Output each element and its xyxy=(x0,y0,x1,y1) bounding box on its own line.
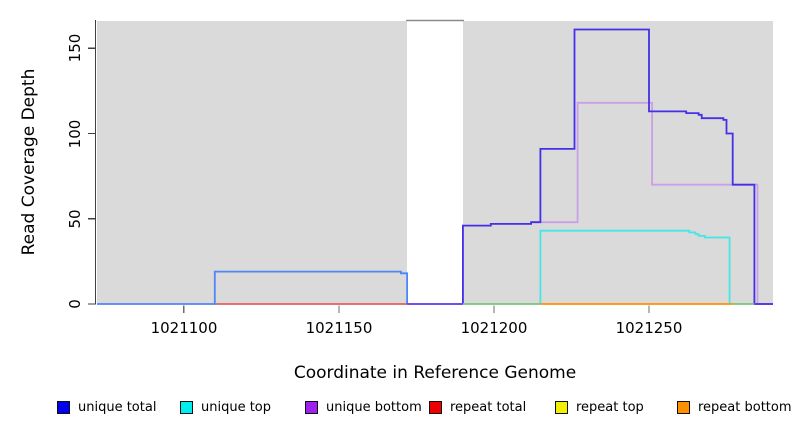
legend-swatch-unique-bottom xyxy=(305,401,318,414)
x-tick-label: 1021150 xyxy=(305,319,373,337)
legend-label: unique bottom xyxy=(326,400,422,415)
legend-swatch-repeat-bottom xyxy=(677,401,690,414)
legend-item: repeat bottom xyxy=(677,400,792,415)
legend-item: repeat total xyxy=(429,400,526,415)
repeat-region-band xyxy=(407,20,463,304)
series-unique-top xyxy=(539,229,731,304)
legend-item: unique top xyxy=(180,400,271,415)
y-tick-label: 150 xyxy=(66,33,84,63)
x-axis-title: Coordinate in Reference Genome xyxy=(293,363,577,383)
x-tick-label: 1021250 xyxy=(615,319,683,337)
x-tick-label: 1021100 xyxy=(150,319,218,337)
series-unique-total xyxy=(462,28,773,305)
legend-swatch-repeat-top xyxy=(555,401,568,414)
y-tick-label: 100 xyxy=(66,119,84,149)
series-unique-total xyxy=(97,270,408,305)
legend-label: unique total xyxy=(78,400,157,415)
legend-item: unique bottom xyxy=(305,400,422,415)
legend-label: repeat top xyxy=(576,400,644,415)
legend-label: repeat bottom xyxy=(698,400,792,415)
legend-item: unique total xyxy=(57,400,156,415)
legend-item: repeat top xyxy=(555,400,644,415)
legend-swatch-unique-top xyxy=(180,401,193,414)
legend-label: unique top xyxy=(201,400,272,415)
y-axis-title: Read Coverage Depth xyxy=(19,68,39,256)
legend-label: repeat total xyxy=(450,400,527,415)
legend-swatch-repeat-total xyxy=(429,401,442,414)
y-tick-label: 50 xyxy=(66,209,84,229)
x-tick-label: 1021200 xyxy=(460,319,528,337)
legend-swatch-unique-total xyxy=(57,401,70,414)
y-tick-label: 0 xyxy=(66,299,84,309)
